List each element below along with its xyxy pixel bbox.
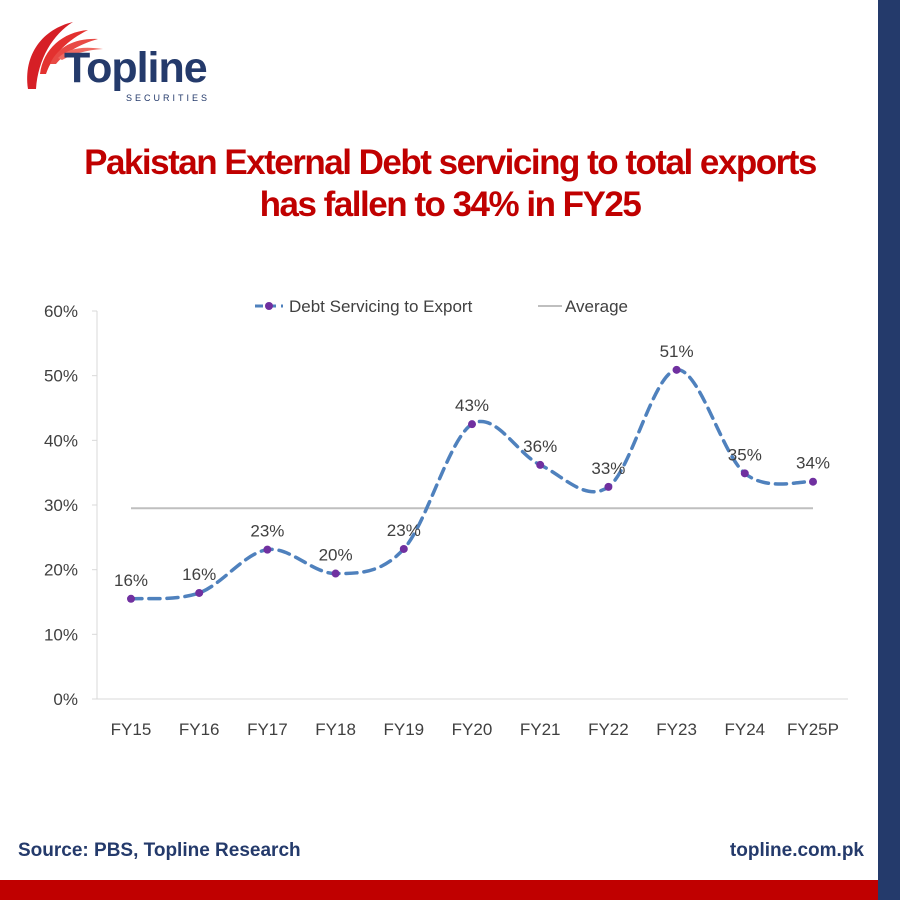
y-tick-label: 40%	[44, 431, 78, 450]
x-tick-label: FY20	[452, 720, 493, 739]
y-tick-label: 20%	[44, 561, 78, 580]
data-point	[468, 420, 476, 429]
y-tick-label: 50%	[44, 367, 78, 386]
chart-title: Pakistan External Debt servicing to tota…	[84, 143, 817, 224]
data-point	[195, 588, 204, 597]
y-tick-label: 0%	[53, 690, 78, 709]
legend-series-marker	[265, 302, 273, 310]
data-point	[331, 569, 340, 578]
data-label: 36%	[523, 437, 557, 456]
website-link[interactable]: topline.com.pk	[729, 840, 864, 861]
bottom-accent-bar	[0, 880, 878, 900]
y-tick-label: 30%	[44, 496, 78, 515]
data-label: 23%	[387, 521, 421, 540]
x-tick-label: FY17	[247, 720, 288, 739]
data-point	[127, 594, 135, 603]
data-point	[263, 545, 272, 554]
legend-series-label: Debt Servicing to Export	[289, 297, 473, 316]
y-tick-label: 10%	[44, 625, 78, 644]
data-label: 16%	[182, 565, 216, 584]
data-point	[399, 544, 408, 553]
data-label: 23%	[250, 522, 284, 541]
data-label: 20%	[319, 546, 353, 565]
x-tick-label: FY18	[315, 720, 356, 739]
data-point	[672, 365, 681, 374]
x-tick-label: FY24	[724, 720, 765, 739]
data-point	[809, 477, 817, 486]
x-tick-label: FY15	[111, 720, 152, 739]
x-tick-label: FY21	[520, 720, 561, 739]
data-label: 16%	[114, 571, 148, 590]
data-label: 35%	[728, 445, 762, 464]
legend-average-label: Average	[565, 297, 628, 316]
x-tick-label: FY19	[383, 720, 424, 739]
debt-servicing-line	[129, 368, 815, 601]
data-label: 43%	[455, 396, 489, 415]
source-note: Source: PBS, Topline Research	[18, 840, 301, 861]
data-label: 34%	[796, 454, 830, 473]
data-point	[604, 482, 613, 491]
y-tick-label: 60%	[44, 302, 78, 321]
data-point	[740, 469, 749, 478]
x-tick-label: FY16	[179, 720, 220, 739]
data-label: 33%	[591, 459, 625, 478]
legend: Debt Servicing to Export Average	[255, 297, 628, 316]
data-label: 51%	[660, 342, 694, 361]
x-tick-label: FY23	[656, 720, 697, 739]
right-accent-bar	[878, 0, 900, 900]
logo-swoosh-icon	[27, 22, 103, 89]
x-tick-label: FY22	[588, 720, 629, 739]
data-point	[536, 460, 545, 469]
x-tick-label: FY25P	[787, 720, 839, 739]
